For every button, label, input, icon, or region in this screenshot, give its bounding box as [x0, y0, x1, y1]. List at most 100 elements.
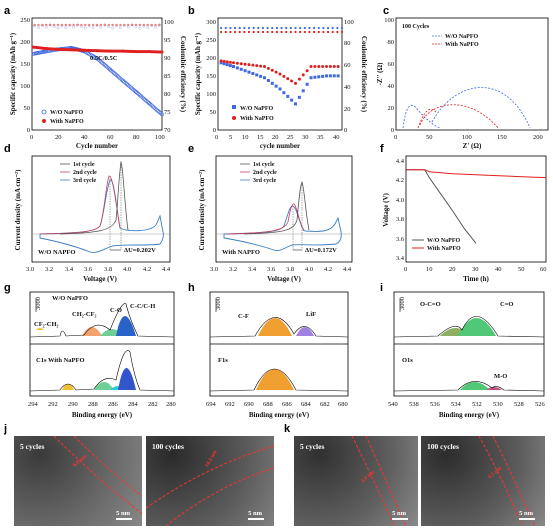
tick-label: 100 — [206, 91, 216, 98]
ce-point — [233, 30, 237, 34]
tick-label: 300 — [206, 19, 216, 26]
ce-point — [340, 26, 344, 30]
data-point-wo — [309, 76, 313, 80]
ce-point — [294, 30, 297, 34]
chart-a-ylabel: Specific capacity (mAh g⁻¹) — [9, 32, 17, 115]
ce-point — [289, 26, 292, 30]
data-point-with — [274, 70, 278, 74]
chart-a-frame — [31, 17, 163, 131]
data-point-with — [313, 65, 317, 69]
chart-e-xticks: 3.0 3.2 3.4 3.6 3.8 4.0 4.2 4.4 — [210, 266, 352, 273]
tick-label: 530 — [493, 401, 503, 408]
chart-b-ylabel: Specific capacity (mAh g⁻¹) — [194, 32, 202, 115]
ce-point — [99, 23, 103, 27]
ce-point — [142, 23, 145, 27]
legend-marker — [42, 119, 46, 123]
chart-i-xticks: 540 538 536 534 532 530 528 526 — [388, 401, 546, 408]
tick-label: 538 — [409, 401, 419, 408]
data-point-wo — [259, 74, 263, 78]
data-point-with — [266, 66, 270, 70]
chart-i-bottom-label: O1s — [402, 357, 413, 364]
chart-d-ylabel: Current density (mA cm⁻²) — [14, 169, 22, 251]
ce-point — [95, 23, 99, 27]
chart-d-label: W/O NAPFO — [38, 249, 75, 256]
chart-f: W/O NaPFO With NaPFO 0 10 20 30 40 50 60… — [382, 155, 547, 283]
panel-letter-b: b — [188, 5, 195, 17]
tick-label: 0 — [391, 127, 394, 134]
peak-fill — [118, 368, 136, 390]
tick-label: 150 — [206, 73, 216, 80]
chart-e-label: With NAPFO — [222, 249, 260, 256]
ce-point — [111, 26, 115, 30]
chart-h-bottom-label: F1s — [218, 357, 228, 364]
spectrum-bottom — [29, 350, 175, 392]
tick-label: 3.8 — [104, 266, 112, 273]
scale-label: 5 nm — [392, 510, 406, 517]
tick-label: 0 — [404, 266, 407, 273]
data-point-wo — [332, 74, 336, 78]
ce-point — [138, 23, 142, 27]
peak-fill — [486, 387, 502, 390]
data-point-with — [251, 63, 255, 67]
panel-letter-e: e — [188, 143, 194, 155]
data-point-wo — [325, 74, 328, 78]
ce-point — [299, 26, 302, 30]
ce-point — [326, 26, 330, 30]
chart-b-yticks: 0 50 100 150 200 250 300 — [206, 19, 216, 134]
data-point-wo — [266, 79, 270, 83]
chart-c-xticks: 0 50 100 150 200 — [394, 134, 543, 141]
tick-label: 0 — [344, 127, 347, 134]
chart-g-scale: 3000 — [35, 297, 42, 310]
chart-b-frame — [217, 17, 343, 131]
chart-b-y2label: Coulombic efficiency (%) — [360, 36, 368, 113]
tick-label: 80 — [388, 39, 395, 46]
ce-point — [146, 23, 149, 27]
tick-label: 3.8 — [286, 266, 294, 273]
chart-a-y2ticks: 70 75 80 85 90 95 100 — [164, 19, 174, 134]
chart-a-points — [31, 23, 164, 117]
legend-label: W/O NaPFO — [240, 106, 273, 112]
tick-label: 20 — [344, 106, 351, 113]
data-point-with — [232, 61, 235, 65]
sei-boundary — [146, 445, 274, 526]
tick-label: 20 — [272, 134, 279, 141]
tick-label: 534 — [451, 401, 462, 408]
ce-point — [134, 23, 138, 27]
ce-point — [146, 26, 150, 29]
ce-point — [289, 30, 292, 34]
tick-label: 50 — [426, 134, 433, 141]
ce-point — [220, 30, 223, 34]
tick-label: 200 — [20, 39, 30, 46]
chart-c-xlabel: Z' (Ω) — [463, 142, 482, 150]
data-point-with — [263, 65, 266, 69]
tem-label: 100 cycles — [427, 442, 459, 451]
data-point-with — [294, 81, 297, 85]
data-point-with — [290, 79, 294, 83]
data-point-with — [219, 59, 223, 63]
tick-label: 3.4 — [396, 255, 405, 262]
data-point-wo — [297, 95, 301, 99]
data-point-with — [321, 65, 325, 69]
legend-label: With NaPFO — [445, 42, 479, 48]
tick-label: 200 — [206, 55, 216, 62]
data-point-with — [228, 60, 232, 64]
data-point-wo — [305, 82, 309, 86]
ce-point — [238, 30, 241, 34]
data-point-wo — [263, 76, 266, 80]
tem-label: 5 cycles — [300, 442, 325, 451]
tick-label: 35 — [317, 134, 324, 141]
ce-point — [322, 26, 325, 30]
cv-1st-cycle — [59, 160, 129, 235]
data-point-wo — [328, 74, 332, 78]
chart-c-title: 100 Cycles — [402, 24, 430, 30]
tick-label: 694 — [206, 401, 217, 408]
chart-a-legend: W/O NaPFO With NaPFO — [41, 109, 84, 125]
tem-k-100cycles: 100 cycles 4.1 nm 5 nm — [421, 436, 545, 526]
peak-label: CH₂-CF₂ — [72, 311, 97, 318]
tick-label: 150 — [497, 134, 507, 141]
data-point-with — [222, 59, 226, 63]
legend-label: W/O NaPFO — [445, 34, 478, 40]
scale-bar — [248, 518, 264, 520]
tick-label: 100 — [384, 17, 394, 24]
tick-label: 100 — [155, 134, 165, 141]
